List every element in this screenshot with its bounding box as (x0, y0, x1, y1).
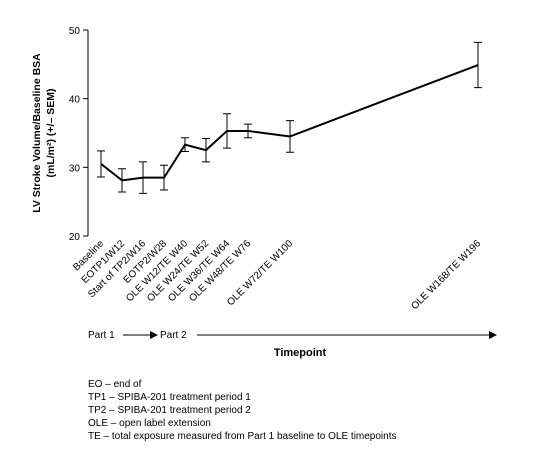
footnote: TE – total exposure measured from Part 1… (88, 431, 397, 442)
footnote: TP1 – SPIBA-201 treatment period 1 (88, 392, 251, 403)
error-bar (181, 137, 189, 153)
y-axis-label: (mL/m²) (+/– SEM) (45, 89, 57, 178)
error-bar (139, 161, 147, 194)
part-label: Part 2 (160, 330, 187, 341)
error-bar (202, 137, 210, 163)
error-bar (97, 150, 105, 178)
footnote: OLE – open label extension (88, 418, 211, 429)
part-label: Part 1 (88, 330, 115, 341)
y-tick-label: 20 (69, 232, 81, 243)
error-bar (118, 168, 126, 193)
x-axis-label: Timepoint (274, 347, 327, 359)
error-bar (223, 113, 231, 149)
y-tick-label: 50 (69, 26, 81, 37)
error-bar (286, 120, 294, 153)
data-line (100, 64, 479, 182)
y-tick-label: 40 (69, 95, 81, 106)
error-bar (474, 41, 482, 89)
y-tick-label: 30 (69, 163, 81, 174)
error-bar (244, 123, 252, 139)
error-bar (160, 164, 168, 191)
footnote: EO – end of (88, 379, 142, 390)
footnote: TP2 – SPIBA-201 treatment period 2 (88, 405, 251, 416)
y-axis-label: LV Stroke Volume/Baseline BSA (31, 53, 43, 213)
x-tick-label: OLE W168/TE W196 (409, 238, 483, 312)
